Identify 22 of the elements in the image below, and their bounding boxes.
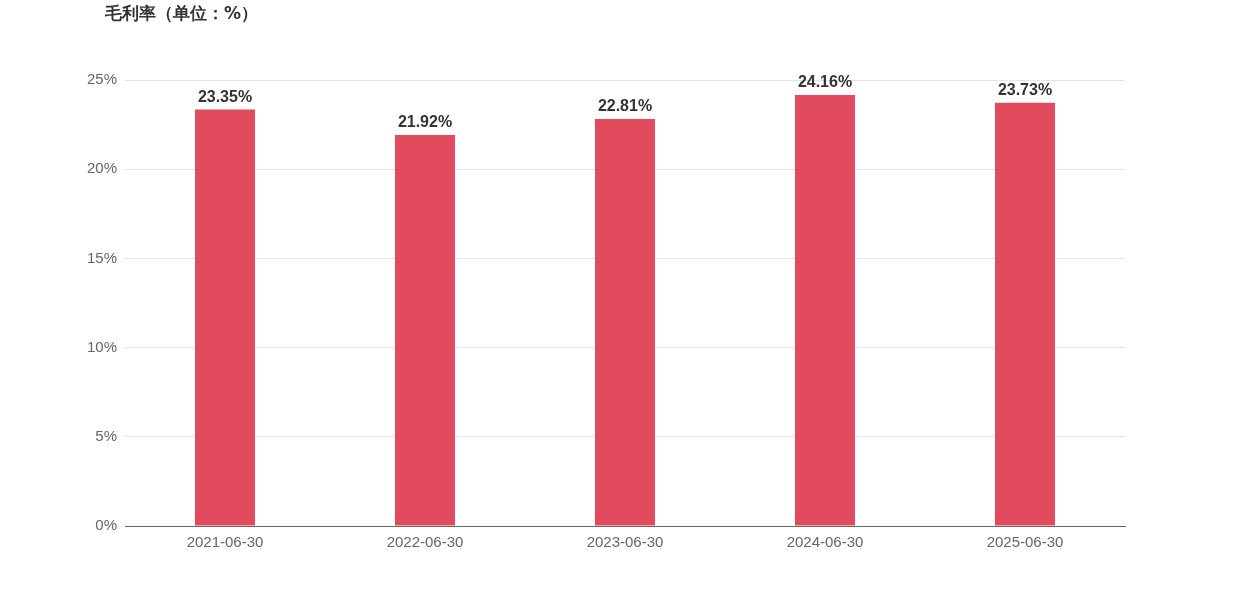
bar [795, 94, 855, 526]
y-tick-label: 0% [95, 516, 117, 534]
x-tick-label: 2021-06-30 [186, 533, 264, 551]
x-tick-label: 2024-06-30 [786, 533, 864, 551]
y-tick-label: 25% [86, 70, 117, 88]
x-tick-label: 2022-06-30 [386, 533, 464, 551]
y-tick-label: 5% [95, 426, 117, 444]
data-label: 22.81% [597, 97, 653, 115]
data-label: 21.92% [397, 113, 453, 131]
x-tick-label: 2023-06-30 [586, 533, 664, 551]
bar [395, 134, 455, 526]
y-tick-label: 20% [86, 159, 117, 177]
y-tick-label: 10% [86, 337, 117, 355]
y-tick-label: 15% [86, 248, 117, 266]
bar [595, 119, 655, 526]
x-tick-label: 2025-06-30 [986, 533, 1064, 551]
bar [995, 102, 1055, 526]
bar [195, 109, 255, 526]
data-label: 23.73% [997, 81, 1053, 99]
data-label: 23.35% [197, 87, 253, 105]
data-label: 24.16% [797, 73, 853, 91]
chart-title: 毛利率（单位：%） [105, 2, 259, 25]
